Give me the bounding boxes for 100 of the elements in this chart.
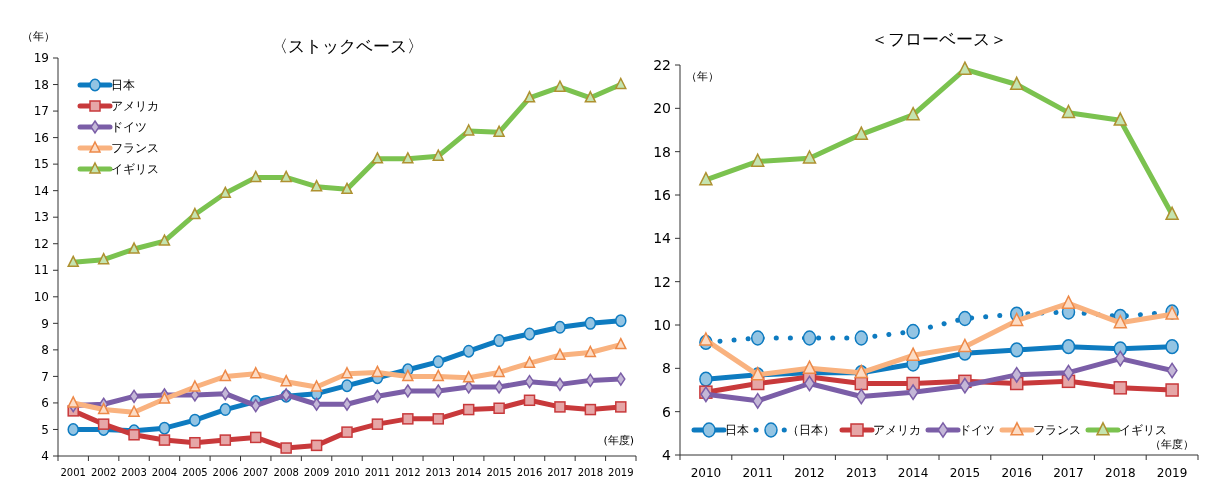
- x-tick-label: 2007: [243, 467, 269, 478]
- y-tick-label: 15: [33, 157, 49, 172]
- point: [493, 402, 505, 414]
- y-tick-label: 18: [33, 77, 49, 92]
- legend-label: アメリカ: [873, 423, 921, 438]
- x-tick-label: 2013: [425, 467, 451, 478]
- y-tick-label: 6: [41, 396, 49, 411]
- y-axis-title: （年）: [22, 30, 55, 43]
- point: [802, 330, 817, 346]
- legend-label: アメリカ: [111, 99, 159, 114]
- x-tick-label: 2002: [90, 467, 117, 478]
- point: [219, 403, 232, 417]
- y-tick-label: 17: [33, 104, 49, 119]
- x-tick-label: 2009: [303, 467, 330, 478]
- point: [67, 422, 79, 436]
- point: [402, 413, 414, 425]
- y-tick-label: 4: [41, 449, 49, 464]
- x-tick-label: 2014: [897, 466, 929, 480]
- legend-label: フランス: [1033, 423, 1081, 438]
- x-tick-label: 2005: [182, 467, 208, 478]
- y-tick-label: 16: [33, 130, 49, 145]
- x-tick-label: 2010: [690, 466, 722, 480]
- point: [584, 316, 597, 330]
- point: [1165, 339, 1179, 355]
- legend-label: ドイツ: [959, 423, 995, 438]
- legend-label: ドイツ: [111, 120, 147, 135]
- point: [1011, 366, 1023, 383]
- y-tick-label: 14: [653, 230, 672, 247]
- x-tick-label: 2018: [1105, 466, 1136, 480]
- x-axis-title: (年度): [603, 434, 634, 447]
- point: [158, 421, 171, 435]
- point: [616, 372, 626, 386]
- x-tick-label: 2012: [395, 467, 421, 478]
- x-tick-label: 2016: [516, 467, 543, 478]
- x-tick-label: 2008: [273, 467, 299, 478]
- point: [494, 380, 504, 394]
- x-tick-label: 2003: [121, 467, 147, 478]
- point: [523, 327, 536, 341]
- y-tick-label: 8: [662, 360, 671, 377]
- point: [615, 314, 627, 328]
- x-tick-label: 2011: [742, 466, 773, 480]
- point: [523, 394, 536, 407]
- y-tick-label: 10: [653, 316, 671, 333]
- x-tick-label: 2006: [212, 467, 239, 478]
- x-tick-label: 2018: [577, 467, 604, 478]
- y-tick-label: 22: [653, 56, 671, 73]
- point: [219, 434, 232, 446]
- point: [189, 413, 201, 427]
- x-tick-label: 2016: [1001, 466, 1032, 480]
- point: [462, 344, 475, 358]
- point: [220, 386, 231, 401]
- point: [959, 377, 971, 394]
- point: [524, 374, 535, 389]
- y-axis-title: （年）: [686, 70, 719, 83]
- point: [700, 386, 712, 403]
- point: [250, 398, 261, 413]
- point: [403, 384, 413, 398]
- x-tick-label: 2017: [547, 467, 573, 478]
- legend-label: 日本: [111, 78, 135, 93]
- point: [907, 384, 919, 401]
- point: [752, 392, 764, 409]
- point: [1113, 381, 1128, 395]
- y-tick-label: 14: [33, 183, 49, 198]
- y-tick-label: 5: [41, 422, 49, 437]
- point: [158, 434, 171, 446]
- y-tick-label: 6: [662, 403, 672, 420]
- point: [958, 310, 972, 327]
- x-tick-label: 2010: [334, 467, 360, 478]
- point: [341, 379, 353, 393]
- point: [249, 431, 262, 444]
- point: [554, 320, 566, 334]
- point: [1062, 364, 1075, 381]
- point: [750, 330, 765, 346]
- point: [462, 403, 475, 416]
- point: [371, 418, 384, 430]
- chart-title: 〈ストックベース〉: [270, 36, 424, 56]
- x-tick-label: 2015: [949, 466, 981, 480]
- y-tick-label: 12: [653, 273, 671, 290]
- x-tick-label: 2019: [608, 467, 634, 478]
- legend-label: イギリス: [111, 162, 159, 177]
- point: [699, 371, 713, 387]
- point: [463, 380, 474, 394]
- point: [803, 375, 816, 392]
- point: [493, 334, 505, 348]
- chart-title: ＜フローベース＞: [871, 29, 1007, 49]
- point: [615, 401, 627, 413]
- point: [584, 403, 597, 416]
- x-tick-label: 2011: [364, 467, 391, 478]
- y-tick-label: 16: [653, 186, 672, 203]
- point: [311, 397, 322, 412]
- point: [854, 330, 869, 346]
- point: [310, 439, 323, 452]
- x-tick-label: 2015: [486, 467, 512, 478]
- x-tick-label: 2001: [60, 467, 86, 478]
- y-tick-label: 10: [33, 290, 49, 304]
- point: [189, 436, 201, 449]
- x-axis-title: （年度）: [1150, 438, 1194, 451]
- y-tick-label: 19: [33, 51, 49, 66]
- point: [1166, 362, 1178, 379]
- point: [1009, 342, 1024, 358]
